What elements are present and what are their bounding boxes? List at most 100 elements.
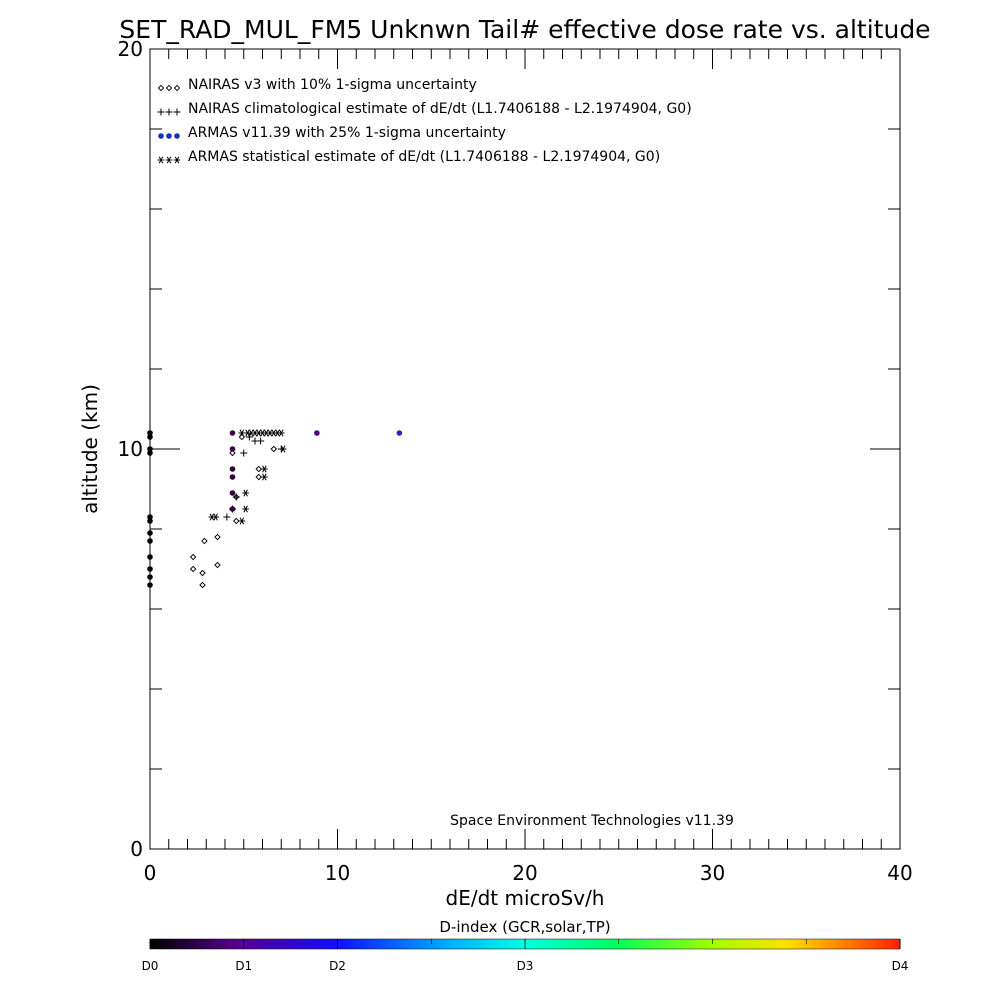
colorbar-ticks: D0 D1 D2 D3 D4 [142,939,909,973]
y-tick-label: 20 [118,37,143,61]
nairas-diamond-point [173,84,181,92]
armas-asterisk-point [238,429,246,437]
armas-dot-point [174,133,180,139]
armas-asterisk-point [238,517,246,525]
y-tick-label: 10 [118,437,143,461]
legend-entry: ARMAS v11.39 with 25% 1-sigma uncertaint… [158,125,506,141]
nairas-diamond-point [201,537,208,545]
nairas-plus-point [223,513,231,521]
armas-dot-point [229,446,236,452]
x-tick-label: 40 [887,861,912,885]
x-axis-label: dE/dt microSv/h [446,886,605,910]
x-tick-label: 20 [512,861,537,885]
nairas-plus-point [157,108,165,116]
asterisk-stroke [267,429,273,437]
armas-dot-point [158,133,164,139]
armas-asterisk-point [242,489,249,497]
legend-entry: NAIRAS v3 with 10% 1-sigma uncertainty [157,77,477,93]
armas-dot-point [229,466,236,472]
colorbar-label: D2 [329,959,346,973]
nairas-diamond-point [233,517,240,525]
asterisk-stroke [209,513,215,521]
data-marks [147,429,403,589]
armas-asterisk-point [212,513,219,521]
y-tick-label: 0 [130,837,143,861]
armas-dot-point [147,446,153,452]
colorbar-label: D4 [892,959,909,973]
asterisk-stroke [248,429,254,437]
colorbar-label: D1 [235,959,252,973]
asterisk-stroke [213,513,218,521]
axis-tick-labels: 0 10 20 30 40 0 10 20 [118,37,913,885]
asterisk-stroke [262,473,267,481]
nairas-diamond-point [214,561,221,569]
armas-asterisk-point [165,156,173,164]
chart-title: SET_RAD_MUL_FM5 Unknwn Tail# effective d… [119,15,930,44]
nairas-diamond-point [165,84,173,92]
asterisk-stroke [278,429,284,437]
armas-asterisk-point [279,445,287,453]
legend-label: NAIRAS climatological estimate of dE/dt … [188,101,692,117]
armas-asterisk-point [277,429,285,437]
armas-dot-point [396,430,403,436]
armas-dot-point [229,506,236,512]
armas-asterisk-point [261,473,268,481]
asterisk-stroke [275,429,280,437]
armas-dot-point [166,133,172,139]
legend-entry: NAIRAS climatological estimate of dE/dt … [157,101,692,117]
nairas-diamond-point [270,445,277,453]
asterisk-stroke [245,429,250,437]
asterisk-stroke [158,156,164,164]
asterisk-stroke [166,156,172,164]
armas-asterisk-point [173,156,181,164]
armas-dot-point [147,582,153,588]
asterisk-stroke [256,429,262,437]
asterisk-stroke [271,429,277,437]
armas-dot-point [147,538,153,544]
asterisk-stroke [239,517,245,525]
armas-dot-point [147,566,153,572]
x-tick-label: 0 [144,861,157,885]
legend-label: ARMAS statistical estimate of dE/dt (L1.… [188,149,660,165]
axis-ticks [149,48,901,850]
armas-asterisk-point [261,465,268,473]
armas-asterisk-point [157,156,165,164]
armas-dot-point [229,474,236,480]
nairas-plus-point [245,433,253,441]
colorbar-title: D-index (GCR,solar,TP) [439,918,610,936]
asterisk-stroke [252,429,258,437]
nairas-diamond-point [229,449,236,457]
asterisk-stroke [263,429,269,437]
armas-dot-point [147,450,153,456]
nairas-plus-point [257,437,265,445]
nairas-diamond-point [189,565,197,573]
nairas-diamond-point [214,533,221,541]
y-axis-label: altitude (km) [78,384,102,514]
asterisk-stroke [260,429,265,437]
nairas-plus-point [173,108,181,116]
nairas-diamond-point [199,581,206,589]
nairas-diamond-point [255,473,262,481]
armas-dot-point [229,430,236,436]
nairas-plus-point [165,108,173,116]
armas-dot-point [147,434,153,440]
nairas-diamond-point [157,84,165,92]
x-tick-label: 10 [325,861,350,885]
legend-label: ARMAS v11.39 with 25% 1-sigma uncertaint… [188,125,506,141]
asterisk-stroke [262,465,267,473]
armas-asterisk-point [242,505,249,513]
asterisk-stroke [239,429,245,437]
nairas-diamond-point [255,465,262,473]
x-tick-label: 30 [700,861,725,885]
colorbar-label: D0 [142,959,159,973]
asterisk-stroke [174,156,180,164]
legend: NAIRAS v3 with 10% 1-sigma uncertainty NA… [157,77,692,165]
nairas-diamond-point [199,569,206,577]
armas-dot-point [147,514,153,520]
nairas-diamond-point [238,433,246,441]
armas-dot-point [147,518,153,524]
credit-text: Space Environment Technologies v11.39 [450,813,734,829]
armas-dot-point [229,490,236,496]
asterisk-stroke [280,445,286,453]
